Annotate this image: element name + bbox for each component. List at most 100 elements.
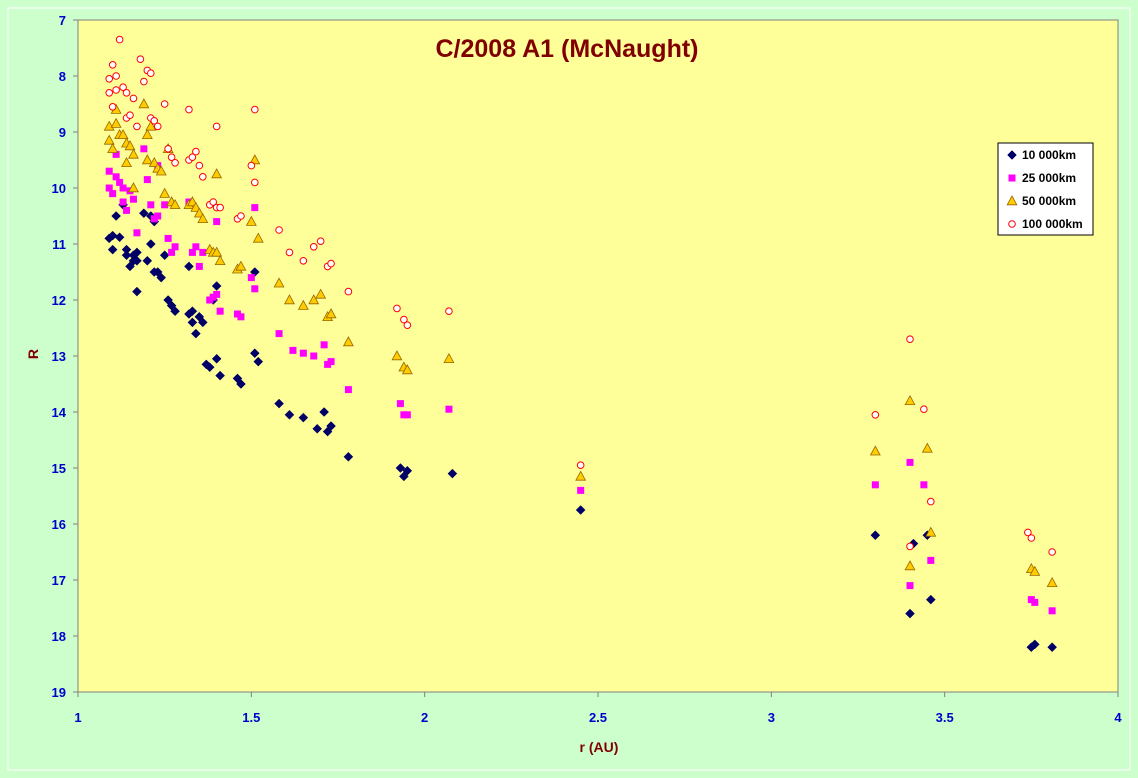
data-point	[190, 201, 202, 212]
x-axis: 1 1.5 2 2.5 3 3.5 4	[74, 692, 1122, 725]
data-point	[342, 336, 354, 347]
data-point	[576, 461, 585, 470]
chart-title: C/2008 A1 (McNaught)	[435, 35, 698, 63]
y-tick-label: 7	[59, 13, 66, 28]
data-point	[1046, 576, 1058, 587]
data-point	[164, 234, 172, 242]
data-point	[575, 470, 587, 481]
data-point	[150, 117, 159, 125]
data-point	[126, 111, 134, 119]
data-point	[105, 89, 113, 97]
x-axis-title: r (AU)	[580, 739, 619, 755]
data-point	[103, 120, 115, 131]
data-point	[921, 442, 933, 453]
data-point	[192, 243, 200, 251]
data-point	[138, 98, 150, 109]
data-point	[284, 409, 295, 420]
data-point	[127, 182, 139, 193]
data-point	[211, 168, 223, 179]
data-point	[141, 154, 153, 165]
data-point	[393, 304, 401, 313]
data-point	[117, 128, 129, 140]
data-point	[1027, 534, 1036, 542]
data-point	[119, 198, 127, 206]
data-point	[1029, 565, 1041, 576]
data-point	[121, 244, 132, 255]
data-point	[344, 287, 353, 296]
x-tick-label: 1	[74, 710, 81, 725]
data-point	[116, 178, 124, 186]
data-point	[402, 465, 413, 476]
data-point	[327, 259, 335, 268]
data-point	[204, 362, 215, 373]
data-point	[139, 208, 149, 219]
x-tick-label: 3	[768, 710, 775, 725]
data-point	[906, 458, 914, 466]
data-point	[112, 86, 120, 94]
data-point	[312, 423, 323, 434]
data-point	[119, 184, 127, 192]
data-point	[315, 288, 327, 299]
data-point	[247, 274, 255, 282]
data-point	[273, 277, 285, 288]
data-point	[107, 142, 119, 154]
data-point	[216, 307, 224, 315]
data-point	[575, 505, 586, 515]
y-tick-label: 17	[52, 573, 66, 588]
data-point	[445, 405, 453, 413]
data-point	[161, 201, 169, 209]
data-point	[121, 250, 132, 261]
data-point	[247, 161, 256, 170]
data-point	[103, 134, 115, 145]
data-point	[445, 307, 453, 316]
y-tick-label: 12	[52, 293, 66, 308]
data-point	[236, 379, 246, 389]
data-point	[298, 412, 309, 423]
data-point	[403, 321, 412, 330]
data-point	[275, 226, 283, 234]
data-point	[140, 77, 148, 86]
data-point	[251, 285, 259, 293]
data-point	[904, 394, 916, 406]
y-tick-label: 9	[59, 125, 66, 140]
data-point	[132, 255, 142, 266]
data-point	[185, 105, 193, 114]
data-point	[145, 239, 156, 249]
data-point	[906, 542, 914, 551]
data-point	[447, 468, 458, 479]
data-point	[274, 398, 284, 409]
data-point	[112, 173, 120, 181]
data-point	[159, 187, 171, 198]
data-point	[906, 335, 914, 344]
legend: 10 000km 25 000km 50 000km 100 000km	[997, 142, 1094, 236]
data-point	[344, 386, 352, 394]
data-point	[400, 315, 408, 324]
data-point	[395, 463, 406, 473]
legend-marker	[1007, 150, 1017, 160]
chart-area-border	[7, 7, 1131, 771]
plot-area	[77, 19, 1119, 693]
data-point	[129, 94, 138, 103]
data-point	[123, 206, 131, 214]
y-axis: 7 8 9 10 11 12 13 14 15 16 17 18 19	[52, 13, 78, 700]
data-point	[283, 294, 295, 305]
data-point	[213, 290, 221, 298]
legend-marker	[1008, 220, 1016, 228]
data-point	[920, 405, 928, 414]
series-4	[105, 35, 1056, 556]
data-point	[326, 421, 336, 431]
data-point	[253, 356, 264, 367]
data-point	[212, 122, 221, 131]
data-point	[105, 184, 113, 192]
data-point	[169, 198, 181, 210]
data-point	[186, 196, 198, 207]
x-tick-label: 2.5	[589, 710, 607, 725]
data-point	[1031, 598, 1039, 606]
legend-label: 50 000km	[1022, 194, 1076, 208]
data-point	[299, 257, 308, 265]
data-point	[308, 294, 320, 305]
data-point	[155, 165, 167, 176]
data-point	[168, 248, 176, 256]
data-point	[143, 176, 151, 184]
